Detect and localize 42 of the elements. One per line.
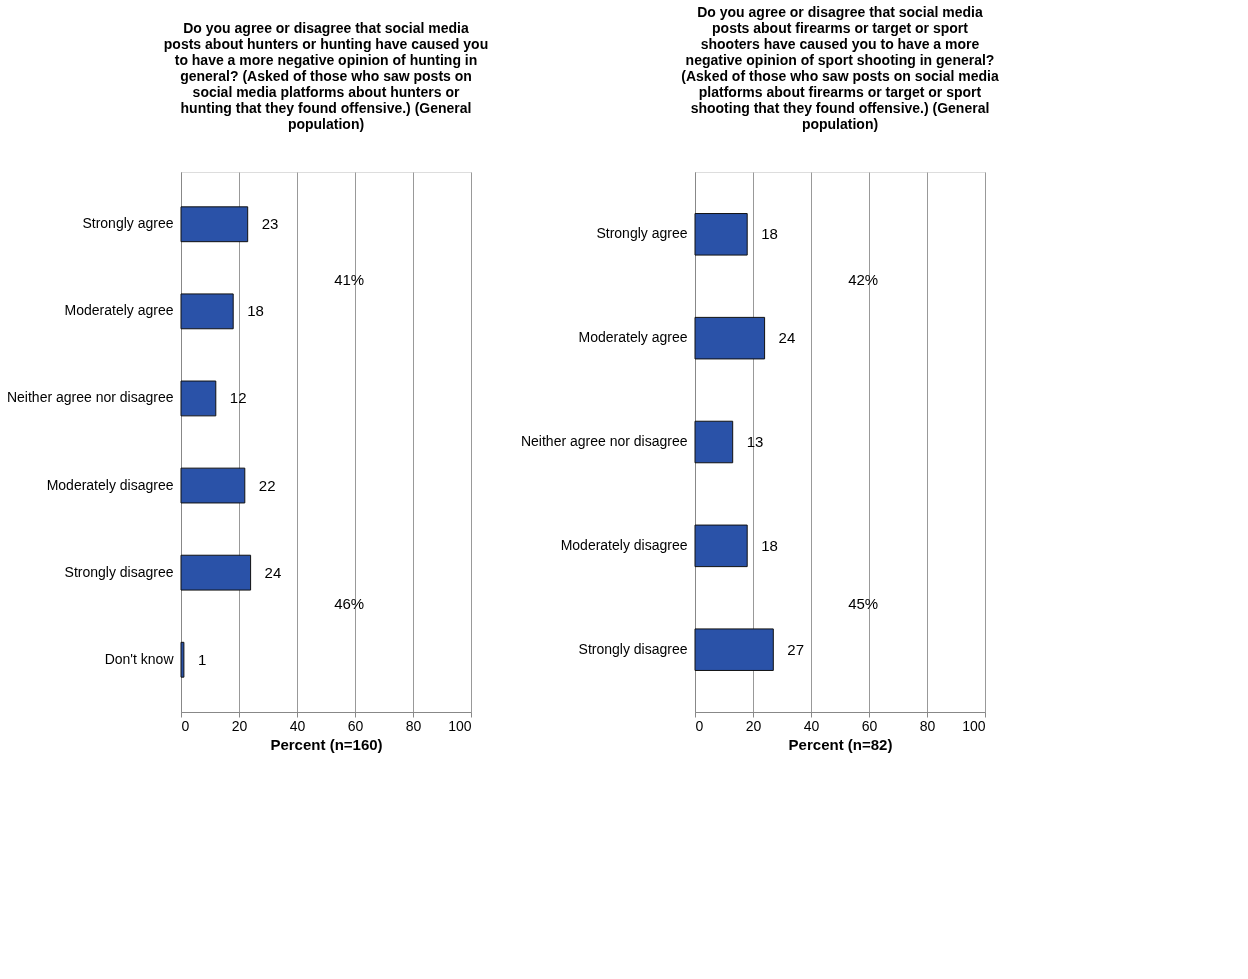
x-tick-label: 100 xyxy=(962,717,986,734)
data-label: 18 xyxy=(247,302,264,320)
data-label: 22 xyxy=(258,476,276,494)
y-tick-label: Strongly agree xyxy=(82,215,174,232)
x-tick-label: 0 xyxy=(181,717,190,734)
annotation: 45% xyxy=(848,595,879,612)
annotation: 41% xyxy=(334,271,365,288)
data-label: 23 xyxy=(261,215,279,233)
data-label: 18 xyxy=(761,536,778,554)
chart-title: Do you agree or disagree that social media posts about hunters or hunting have caused you to have a more negative opinion of hunting in general? (Asked of those who saw posts on social media platforms about hunters or hunting that they found offensive.) (General population) xyxy=(163,20,489,132)
data-label: 1 xyxy=(197,650,207,668)
annotation: 42% xyxy=(848,271,879,288)
data-label: 12 xyxy=(229,389,247,407)
y-tick-label: Moderately agree xyxy=(64,302,174,319)
y-tick-label: Moderately disagree xyxy=(560,536,688,553)
data-label: 24 xyxy=(264,563,282,581)
y-tick-label: Neither agree nor disagree xyxy=(520,433,688,449)
x-tick-label: 40 xyxy=(803,717,820,734)
y-tick-label: Strongly agree xyxy=(596,225,688,242)
chart-title: Do you agree or disagree that social media posts about firearms or target or sport shooters have caused you to have a more negative opinion of sport shooting in general? (Asked of those who saw posts on social media platforms about firearms or target or sport shooting that they found offensive.) (General population) xyxy=(681,4,999,132)
y-tick-label: Moderately agree xyxy=(578,329,688,346)
data-label: 27 xyxy=(787,640,804,658)
x-tick-label: 80 xyxy=(405,717,422,734)
x-tick-label: 100 xyxy=(448,717,472,734)
annotation: 46% xyxy=(334,595,365,612)
data-label: 13 xyxy=(746,433,764,450)
x-tick-label: 60 xyxy=(861,717,878,734)
y-tick-label: Don't know xyxy=(104,650,175,667)
data-label: 24 xyxy=(778,329,796,347)
x-tick-label: 0 xyxy=(695,717,704,734)
y-tick-label: Strongly disagree xyxy=(578,640,688,657)
x-axis-title: Percent (n=82) xyxy=(788,735,893,753)
x-axis-title: Percent (n=160) xyxy=(270,735,383,753)
x-tick-label: 40 xyxy=(289,717,306,734)
x-tick-label: 20 xyxy=(231,717,248,734)
x-tick-label: 60 xyxy=(347,717,364,734)
x-tick-label: 20 xyxy=(745,717,762,734)
y-tick-label: Strongly disagree xyxy=(64,563,174,580)
y-tick-label: Neither agree nor disagree xyxy=(6,389,174,406)
data-label: 18 xyxy=(761,225,778,243)
x-tick-label: 80 xyxy=(919,717,936,734)
y-tick-label: Moderately disagree xyxy=(46,476,174,493)
